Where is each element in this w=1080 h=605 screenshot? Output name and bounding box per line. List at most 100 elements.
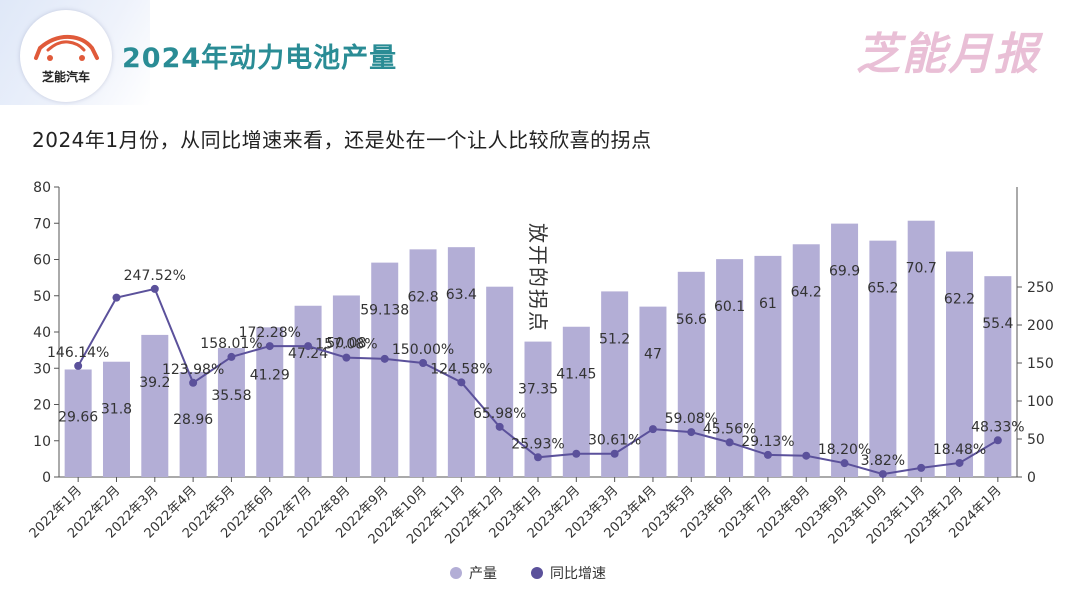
y-right-tick-label: 0 bbox=[1027, 470, 1036, 486]
growth-label: 172.28% bbox=[239, 325, 301, 341]
bar-label: 69.9 bbox=[829, 264, 860, 280]
bar-label: 59.138 bbox=[360, 303, 409, 319]
growth-label: 30.61% bbox=[588, 433, 641, 449]
growth-point bbox=[802, 451, 811, 460]
y-right-tick-label: 250 bbox=[1027, 280, 1054, 296]
growth-label: 124.58% bbox=[430, 361, 492, 377]
bar bbox=[907, 220, 935, 477]
growth-point bbox=[419, 359, 428, 367]
y-right-tick-label: 50 bbox=[1027, 432, 1045, 448]
bar bbox=[601, 291, 629, 477]
bar-label: 60.1 bbox=[714, 299, 745, 315]
bar bbox=[946, 251, 974, 477]
growth-label: 59.08% bbox=[665, 411, 718, 427]
bar-label: 35.58 bbox=[211, 388, 251, 404]
growth-label: 157.08% bbox=[315, 337, 377, 353]
growth-point bbox=[687, 428, 696, 437]
legend-marker bbox=[531, 567, 543, 579]
bar bbox=[141, 334, 169, 477]
bar-label: 62.8 bbox=[407, 289, 438, 305]
bar bbox=[486, 286, 514, 477]
subtitle: 2024年1月份，从同比增速来看，还是处在一个让人比较欣喜的拐点 bbox=[32, 128, 652, 152]
bar-label: 51.2 bbox=[599, 331, 630, 347]
growth-point bbox=[227, 352, 236, 361]
growth-label: 123.98% bbox=[162, 362, 224, 378]
growth-point bbox=[610, 449, 619, 458]
car-logo-icon bbox=[34, 34, 99, 61]
y-left-tick-label: 0 bbox=[42, 470, 51, 486]
growth-point bbox=[534, 453, 542, 462]
growth-label: 3.82% bbox=[861, 453, 905, 469]
y-left-tick-label: 60 bbox=[33, 253, 51, 269]
bar-label: 63.4 bbox=[446, 287, 477, 303]
y-right-tick-label: 200 bbox=[1027, 318, 1054, 334]
growth-label: 65.98% bbox=[473, 406, 526, 422]
bar-label: 65.2 bbox=[867, 281, 898, 297]
y-left-tick-label: 20 bbox=[33, 398, 51, 414]
bar bbox=[831, 223, 859, 477]
bar bbox=[754, 255, 782, 477]
annotation-char: 点 bbox=[526, 311, 550, 331]
growth-point bbox=[763, 450, 772, 459]
legend-marker bbox=[450, 567, 462, 579]
y-left-tick-label: 10 bbox=[33, 434, 51, 450]
bar bbox=[332, 295, 360, 477]
growth-label: 18.48% bbox=[933, 442, 986, 458]
growth-point bbox=[189, 378, 198, 387]
bar bbox=[869, 240, 897, 477]
growth-point bbox=[648, 425, 657, 434]
growth-point bbox=[840, 459, 849, 468]
growth-point bbox=[495, 422, 504, 431]
bar-label: 64.2 bbox=[791, 284, 822, 300]
bar-label: 41.29 bbox=[250, 367, 290, 383]
bar bbox=[217, 348, 245, 477]
page-title: 2024年动力电池产量 bbox=[122, 43, 398, 74]
growth-label: 158.01% bbox=[200, 336, 262, 352]
legend-label: 产量 bbox=[469, 566, 497, 582]
growth-point bbox=[725, 438, 734, 447]
annotation-char: 开 bbox=[526, 245, 550, 265]
growth-point bbox=[955, 458, 964, 467]
bar-label: 41.45 bbox=[556, 367, 596, 383]
growth-label: 29.13% bbox=[741, 434, 794, 450]
y-left-tick-label: 30 bbox=[33, 361, 51, 377]
bar-label: 28.96 bbox=[173, 412, 213, 428]
bar bbox=[102, 361, 130, 477]
growth-point bbox=[265, 342, 274, 351]
bar bbox=[294, 305, 322, 477]
growth-label: 150.00% bbox=[392, 342, 454, 358]
bar-label: 55.4 bbox=[982, 316, 1013, 332]
growth-point bbox=[304, 342, 313, 351]
logo-text: 芝能汽车 bbox=[41, 70, 90, 84]
growth-point bbox=[457, 378, 466, 387]
y-left-tick-label: 80 bbox=[33, 180, 51, 196]
annotation-char: 放 bbox=[526, 223, 550, 243]
annotation-char: 的 bbox=[526, 267, 550, 287]
growth-label: 25.93% bbox=[511, 436, 564, 452]
growth-point bbox=[380, 354, 389, 363]
bar-label: 37.35 bbox=[518, 382, 558, 398]
bar-label: 47 bbox=[644, 347, 662, 363]
growth-label: 18.20% bbox=[818, 442, 871, 458]
y-left-tick-label: 50 bbox=[33, 289, 51, 305]
bar bbox=[639, 306, 667, 477]
bar-label: 29.66 bbox=[58, 409, 98, 425]
growth-point bbox=[917, 463, 926, 472]
annotation-char: 拐 bbox=[526, 289, 550, 309]
growth-point bbox=[993, 436, 1002, 445]
bar bbox=[64, 369, 92, 477]
growth-point bbox=[342, 353, 351, 362]
growth-label: 45.56% bbox=[703, 421, 756, 437]
brand-title: 芝能月报 bbox=[856, 29, 1040, 80]
growth-point bbox=[74, 361, 83, 370]
bar bbox=[447, 247, 475, 477]
growth-point bbox=[150, 284, 159, 293]
y-left-tick-label: 70 bbox=[33, 216, 51, 232]
bar bbox=[179, 372, 207, 477]
bar-label: 62.2 bbox=[944, 292, 975, 308]
growth-point bbox=[572, 449, 581, 458]
bar-label: 70.7 bbox=[906, 261, 937, 277]
y-left-tick-label: 40 bbox=[33, 325, 51, 341]
logo: 芝能汽车 bbox=[20, 10, 112, 102]
